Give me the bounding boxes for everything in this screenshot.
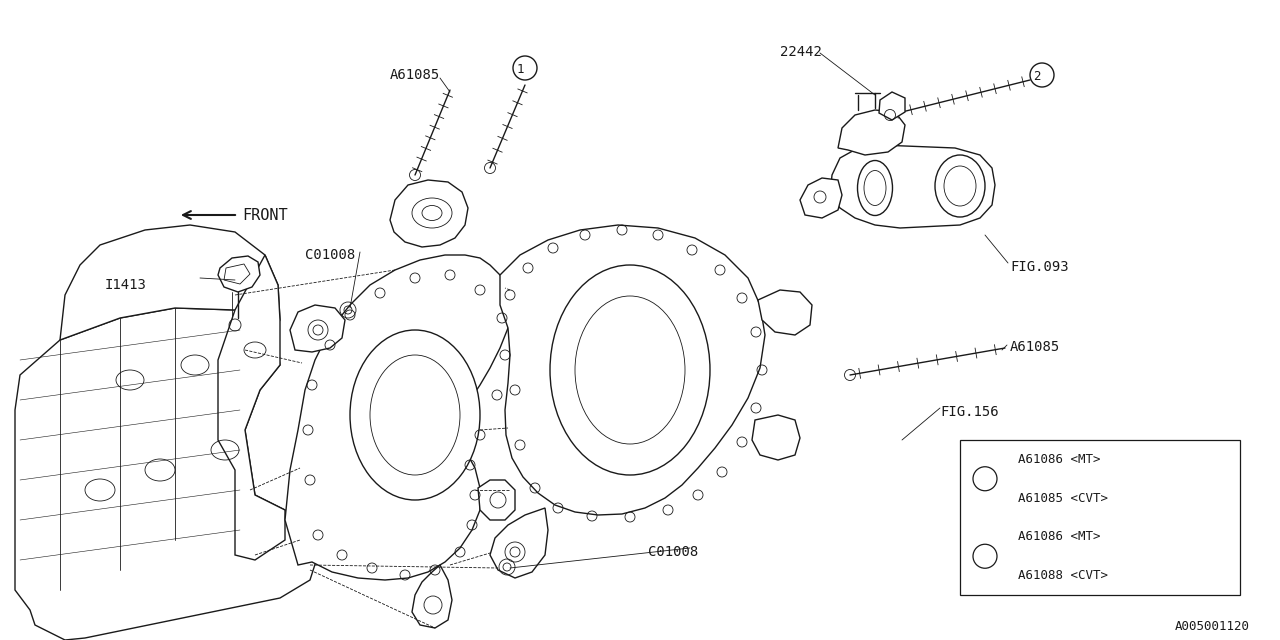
Bar — [960, 440, 1240, 595]
Ellipse shape — [370, 355, 460, 475]
Ellipse shape — [945, 166, 977, 206]
Text: 22442: 22442 — [780, 45, 822, 59]
Text: FIG.093: FIG.093 — [1010, 260, 1069, 274]
Text: A61085: A61085 — [390, 68, 440, 82]
Text: FIG.156: FIG.156 — [940, 405, 998, 419]
Circle shape — [973, 467, 997, 491]
Polygon shape — [879, 92, 905, 120]
Polygon shape — [490, 508, 548, 578]
Text: 2: 2 — [980, 550, 988, 563]
Polygon shape — [800, 178, 842, 218]
Text: A61085 <CVT>: A61085 <CVT> — [1018, 492, 1108, 504]
Text: A005001120: A005001120 — [1175, 620, 1251, 633]
Polygon shape — [500, 225, 765, 515]
Text: 2: 2 — [1033, 70, 1041, 83]
Ellipse shape — [550, 265, 710, 475]
Text: C01008: C01008 — [305, 248, 356, 262]
Polygon shape — [218, 256, 260, 292]
Polygon shape — [60, 225, 280, 340]
Text: A61088 <CVT>: A61088 <CVT> — [1018, 569, 1108, 582]
Polygon shape — [753, 415, 800, 460]
Polygon shape — [838, 110, 905, 155]
Text: I1413: I1413 — [105, 278, 147, 292]
Text: 1: 1 — [516, 63, 524, 76]
Ellipse shape — [934, 155, 986, 217]
Text: A61085: A61085 — [1010, 340, 1060, 354]
Polygon shape — [291, 305, 346, 352]
Polygon shape — [224, 264, 250, 284]
Polygon shape — [758, 290, 812, 335]
Text: FRONT: FRONT — [242, 208, 288, 223]
Text: A61086 <MT>: A61086 <MT> — [1018, 453, 1101, 466]
Polygon shape — [829, 145, 995, 228]
Polygon shape — [285, 255, 509, 580]
Polygon shape — [15, 308, 317, 640]
Ellipse shape — [349, 330, 480, 500]
Text: 1: 1 — [980, 473, 988, 486]
Polygon shape — [390, 180, 468, 247]
Text: A61086 <MT>: A61086 <MT> — [1018, 531, 1101, 543]
Polygon shape — [218, 255, 285, 560]
Text: C01008: C01008 — [648, 545, 699, 559]
Polygon shape — [477, 480, 515, 520]
Ellipse shape — [858, 161, 892, 216]
Circle shape — [973, 544, 997, 568]
Ellipse shape — [575, 296, 685, 444]
Polygon shape — [412, 565, 452, 628]
